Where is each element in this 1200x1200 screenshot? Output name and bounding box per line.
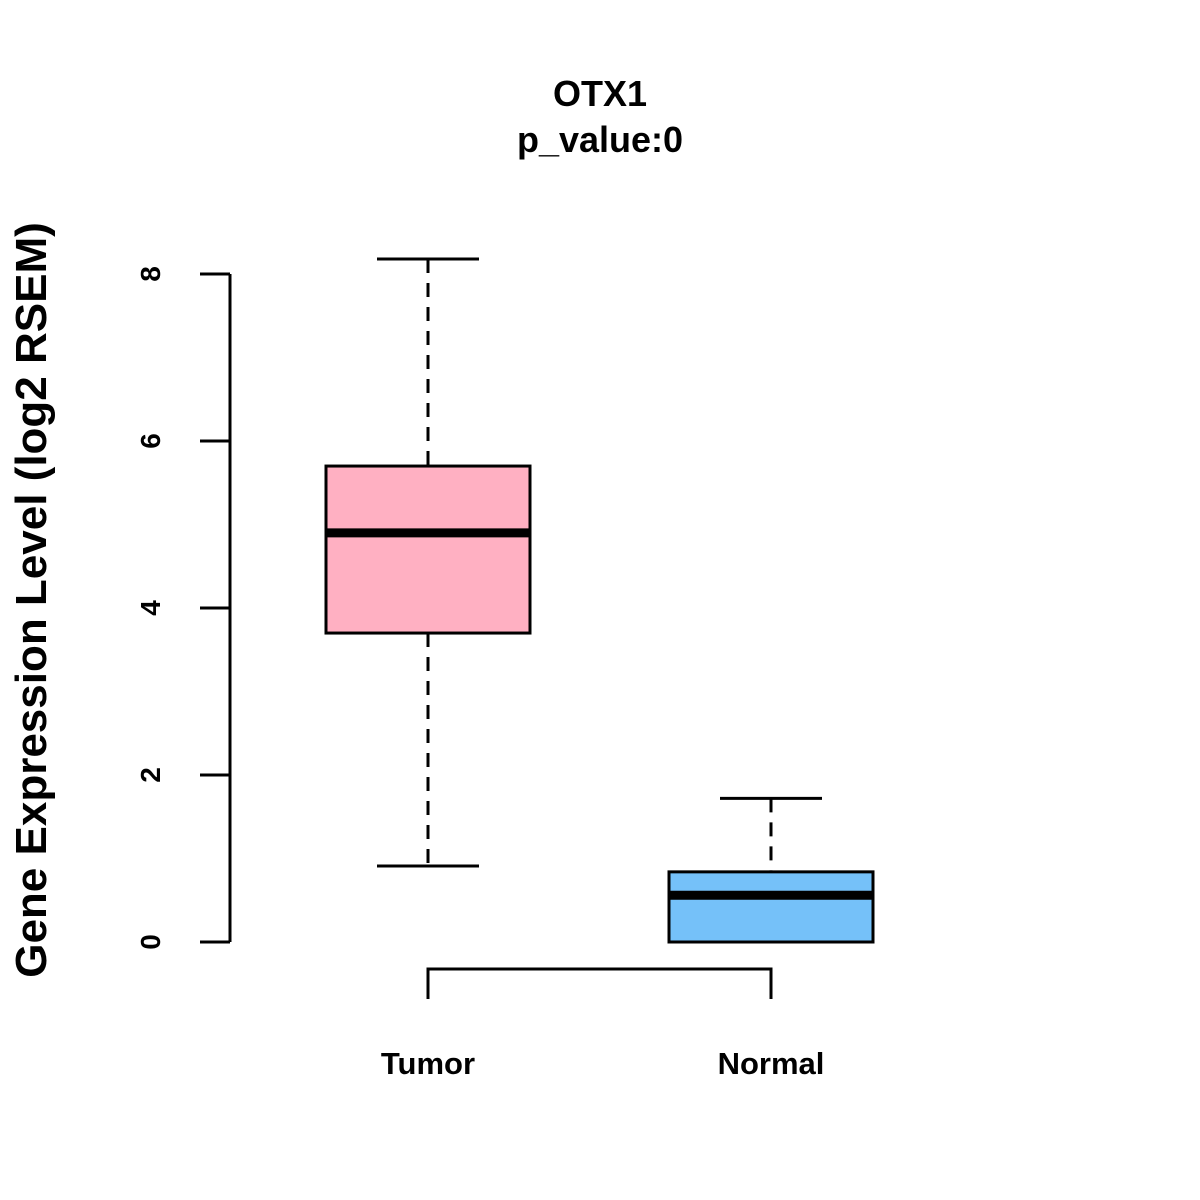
chart-title: OTX1 (553, 73, 647, 114)
y-tick-label: 4 (135, 600, 166, 616)
chart-subtitle: p_value:0 (517, 119, 683, 160)
box-iqr (324, 464, 532, 635)
category-label-normal: Normal (718, 1046, 825, 1081)
box-iqr (667, 870, 875, 944)
category-labels: Tumor Normal (381, 1046, 824, 1081)
y-axis: 0 2 4 6 8 (135, 266, 232, 950)
bracket-line (426, 967, 773, 999)
y-tick-label: 2 (135, 767, 166, 783)
boxes (324, 257, 875, 944)
y-tick-label: 6 (135, 433, 166, 449)
comparison-bracket (426, 967, 773, 999)
box-tumor (324, 257, 532, 868)
box-normal (667, 796, 875, 944)
category-label-tumor: Tumor (381, 1046, 475, 1081)
y-tick-label: 8 (135, 266, 166, 282)
y-tick-label: 0 (135, 934, 166, 950)
y-axis-label: Gene Expression Level (log2 RSEM) (7, 222, 56, 978)
